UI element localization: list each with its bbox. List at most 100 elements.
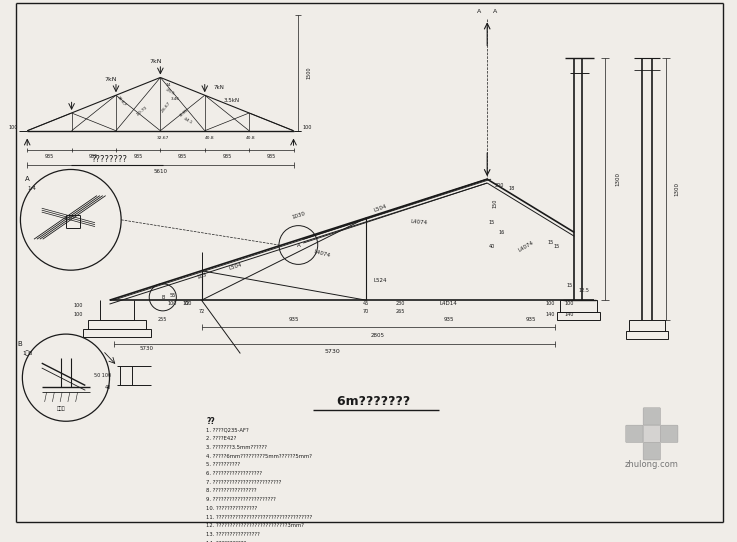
Text: A: A xyxy=(493,9,497,14)
Text: 40.8: 40.8 xyxy=(205,137,214,140)
Text: 103: 103 xyxy=(196,272,207,280)
Bar xyxy=(629,320,666,331)
Text: 16: 16 xyxy=(499,230,505,235)
Text: 935: 935 xyxy=(443,317,454,322)
Text: 72: 72 xyxy=(184,301,190,306)
Text: B: B xyxy=(161,295,164,300)
Text: L4074: L4074 xyxy=(411,220,428,226)
Text: 40: 40 xyxy=(489,244,495,249)
Text: -10.70: -10.70 xyxy=(136,105,148,117)
FancyBboxPatch shape xyxy=(643,408,660,425)
Text: 40.8: 40.8 xyxy=(246,137,256,140)
Text: A: A xyxy=(478,9,481,14)
Text: 1:4: 1:4 xyxy=(27,186,37,191)
Text: 1. ????Q235-AF?: 1. ????Q235-AF? xyxy=(206,428,249,433)
Text: 14: 14 xyxy=(165,83,171,87)
Text: 935: 935 xyxy=(223,154,231,159)
Text: 1300: 1300 xyxy=(674,182,680,196)
Text: 11. ???????????????????????????????????: 11. ??????????????????????????????????? xyxy=(206,514,312,520)
Text: 100: 100 xyxy=(74,312,83,317)
Text: 935: 935 xyxy=(267,154,276,159)
Text: 5. ??????????: 5. ?????????? xyxy=(206,462,240,467)
Bar xyxy=(560,300,597,312)
Text: 100: 100 xyxy=(182,301,192,306)
Text: 100: 100 xyxy=(545,301,555,306)
Text: 3.5kN: 3.5kN xyxy=(224,98,240,102)
FancyBboxPatch shape xyxy=(660,425,678,443)
Text: 7kN: 7kN xyxy=(105,77,117,82)
Text: 7kN: 7kN xyxy=(214,85,225,90)
Bar xyxy=(88,320,147,329)
Text: 70: 70 xyxy=(363,309,369,314)
Text: 935: 935 xyxy=(45,154,54,159)
FancyBboxPatch shape xyxy=(626,425,643,443)
Text: 1300: 1300 xyxy=(615,172,621,186)
Text: 935: 935 xyxy=(288,317,298,322)
Text: L524: L524 xyxy=(374,279,388,283)
Text: 13. ????????????????: 13. ???????????????? xyxy=(206,532,260,537)
Text: 200: 200 xyxy=(494,183,503,189)
Text: 32.67: 32.67 xyxy=(157,137,170,140)
Text: 2805: 2805 xyxy=(371,333,385,338)
Text: 100: 100 xyxy=(168,301,177,306)
Text: 12.5: 12.5 xyxy=(579,288,590,293)
Bar xyxy=(626,331,668,339)
Text: -8.85: -8.85 xyxy=(179,108,190,118)
Text: 加接板: 加接板 xyxy=(57,406,66,411)
Text: 150: 150 xyxy=(492,199,497,208)
Text: 140: 140 xyxy=(545,312,555,317)
Text: 7. ?????????????????????????: 7. ????????????????????????? xyxy=(206,480,282,485)
Text: 140: 140 xyxy=(565,312,574,317)
Text: 6m???????: 6m??????? xyxy=(337,395,415,408)
Text: 935: 935 xyxy=(133,154,143,159)
Text: 5730: 5730 xyxy=(139,346,153,351)
Text: 255: 255 xyxy=(158,317,167,322)
Text: ????????: ???????? xyxy=(91,156,128,164)
Text: 935: 935 xyxy=(525,317,536,322)
Text: L4074: L4074 xyxy=(517,241,534,253)
Text: 10. ???????????????: 10. ??????????????? xyxy=(206,506,258,511)
Text: 15: 15 xyxy=(567,283,573,288)
Text: -26.67: -26.67 xyxy=(161,101,172,113)
Text: A: A xyxy=(296,242,300,248)
Text: 6. ??????????????????: 6. ?????????????????? xyxy=(206,471,262,476)
Text: 4. ?????6mm?????????5mm??????5mm?: 4. ?????6mm?????????5mm??????5mm? xyxy=(206,454,312,459)
Text: 1030: 1030 xyxy=(291,211,306,220)
Text: 2. ????E42?: 2. ????E42? xyxy=(206,436,237,441)
Text: 72: 72 xyxy=(198,309,205,314)
Text: 100: 100 xyxy=(74,302,83,307)
Text: 100: 100 xyxy=(302,125,312,130)
Text: 5610: 5610 xyxy=(153,169,167,174)
Text: 935: 935 xyxy=(89,154,99,159)
Text: 45: 45 xyxy=(363,301,369,306)
Text: 12. ??????????????????????????3mm?: 12. ??????????????????????????3mm? xyxy=(206,524,304,528)
Text: L4D14: L4D14 xyxy=(439,301,458,306)
Text: -44.1: -44.1 xyxy=(182,117,193,125)
Text: 7kN: 7kN xyxy=(150,60,162,64)
Text: zhulong.com: zhulong.com xyxy=(625,460,679,469)
FancyBboxPatch shape xyxy=(643,425,660,443)
Text: L4074: L4074 xyxy=(314,249,332,259)
Text: B: B xyxy=(17,341,22,347)
Text: 230: 230 xyxy=(395,301,405,306)
Text: 50 100: 50 100 xyxy=(94,373,111,378)
Text: 15: 15 xyxy=(489,220,495,225)
Text: 8. ????????????????: 8. ???????????????? xyxy=(206,488,257,493)
Bar xyxy=(83,329,151,337)
Text: L504: L504 xyxy=(374,204,388,213)
Text: 26.67: 26.67 xyxy=(116,95,126,107)
Text: 15: 15 xyxy=(553,244,560,249)
Text: 15: 15 xyxy=(547,240,553,244)
Text: 935: 935 xyxy=(178,154,187,159)
Text: 40: 40 xyxy=(105,385,111,390)
Text: -35.5: -35.5 xyxy=(164,88,175,96)
Text: 1500: 1500 xyxy=(307,66,312,79)
Text: ??: ?? xyxy=(206,417,215,426)
Text: 100: 100 xyxy=(565,301,574,306)
Text: 55: 55 xyxy=(170,293,175,298)
Text: 5730: 5730 xyxy=(324,349,340,354)
Text: 3.46: 3.46 xyxy=(170,97,179,101)
Text: L504: L504 xyxy=(228,262,242,271)
Text: 9. ???????????????????????: 9. ??????????????????????? xyxy=(206,497,276,502)
Text: 1：B: 1：B xyxy=(22,351,32,356)
